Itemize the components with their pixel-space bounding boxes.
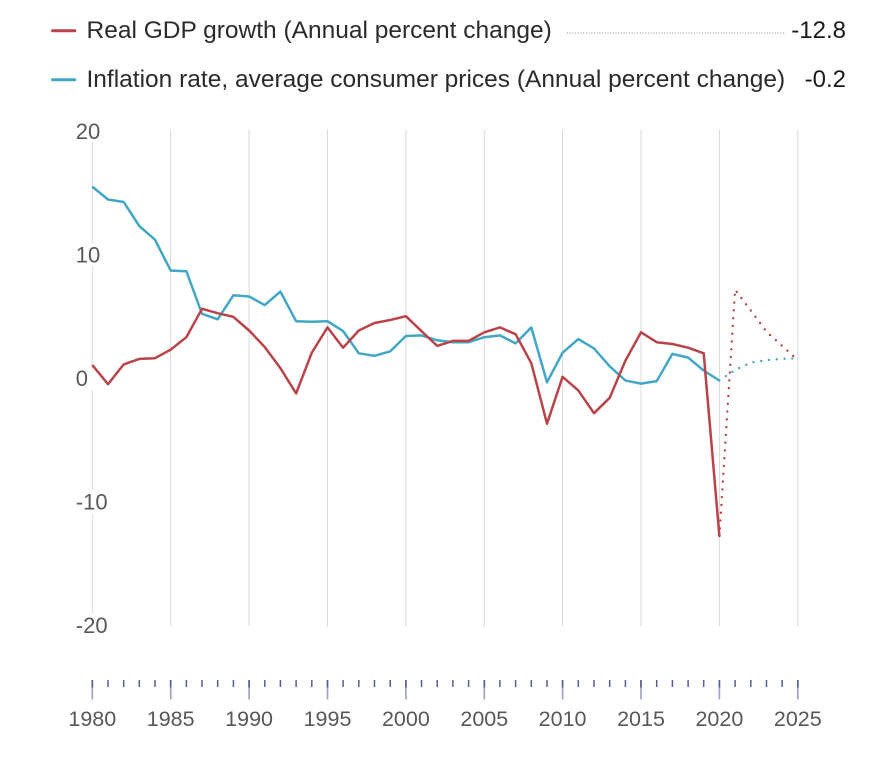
svg-text:20: 20	[76, 119, 100, 144]
svg-text:2005: 2005	[460, 707, 508, 731]
svg-text:-0.2: -0.2	[805, 66, 846, 93]
svg-text:Real GDP growth (Annual percen: Real GDP growth (Annual percent change)	[87, 17, 552, 44]
svg-text:1990: 1990	[225, 707, 273, 731]
svg-text:Inflation rate, average consum: Inflation rate, average consumer prices …	[87, 66, 786, 93]
svg-text:2000: 2000	[382, 707, 430, 731]
svg-text:-10: -10	[76, 489, 108, 514]
svg-text:1980: 1980	[68, 707, 116, 731]
svg-text:-20: -20	[76, 613, 108, 638]
svg-text:2010: 2010	[539, 707, 587, 731]
svg-text:10: 10	[76, 242, 100, 267]
svg-text:-12.8: -12.8	[791, 17, 846, 44]
svg-text:2020: 2020	[695, 707, 743, 731]
svg-text:1995: 1995	[304, 707, 352, 731]
svg-text:2015: 2015	[617, 707, 665, 731]
svg-text:2025: 2025	[774, 707, 822, 731]
svg-text:0: 0	[76, 366, 88, 391]
svg-text:1985: 1985	[147, 707, 195, 731]
